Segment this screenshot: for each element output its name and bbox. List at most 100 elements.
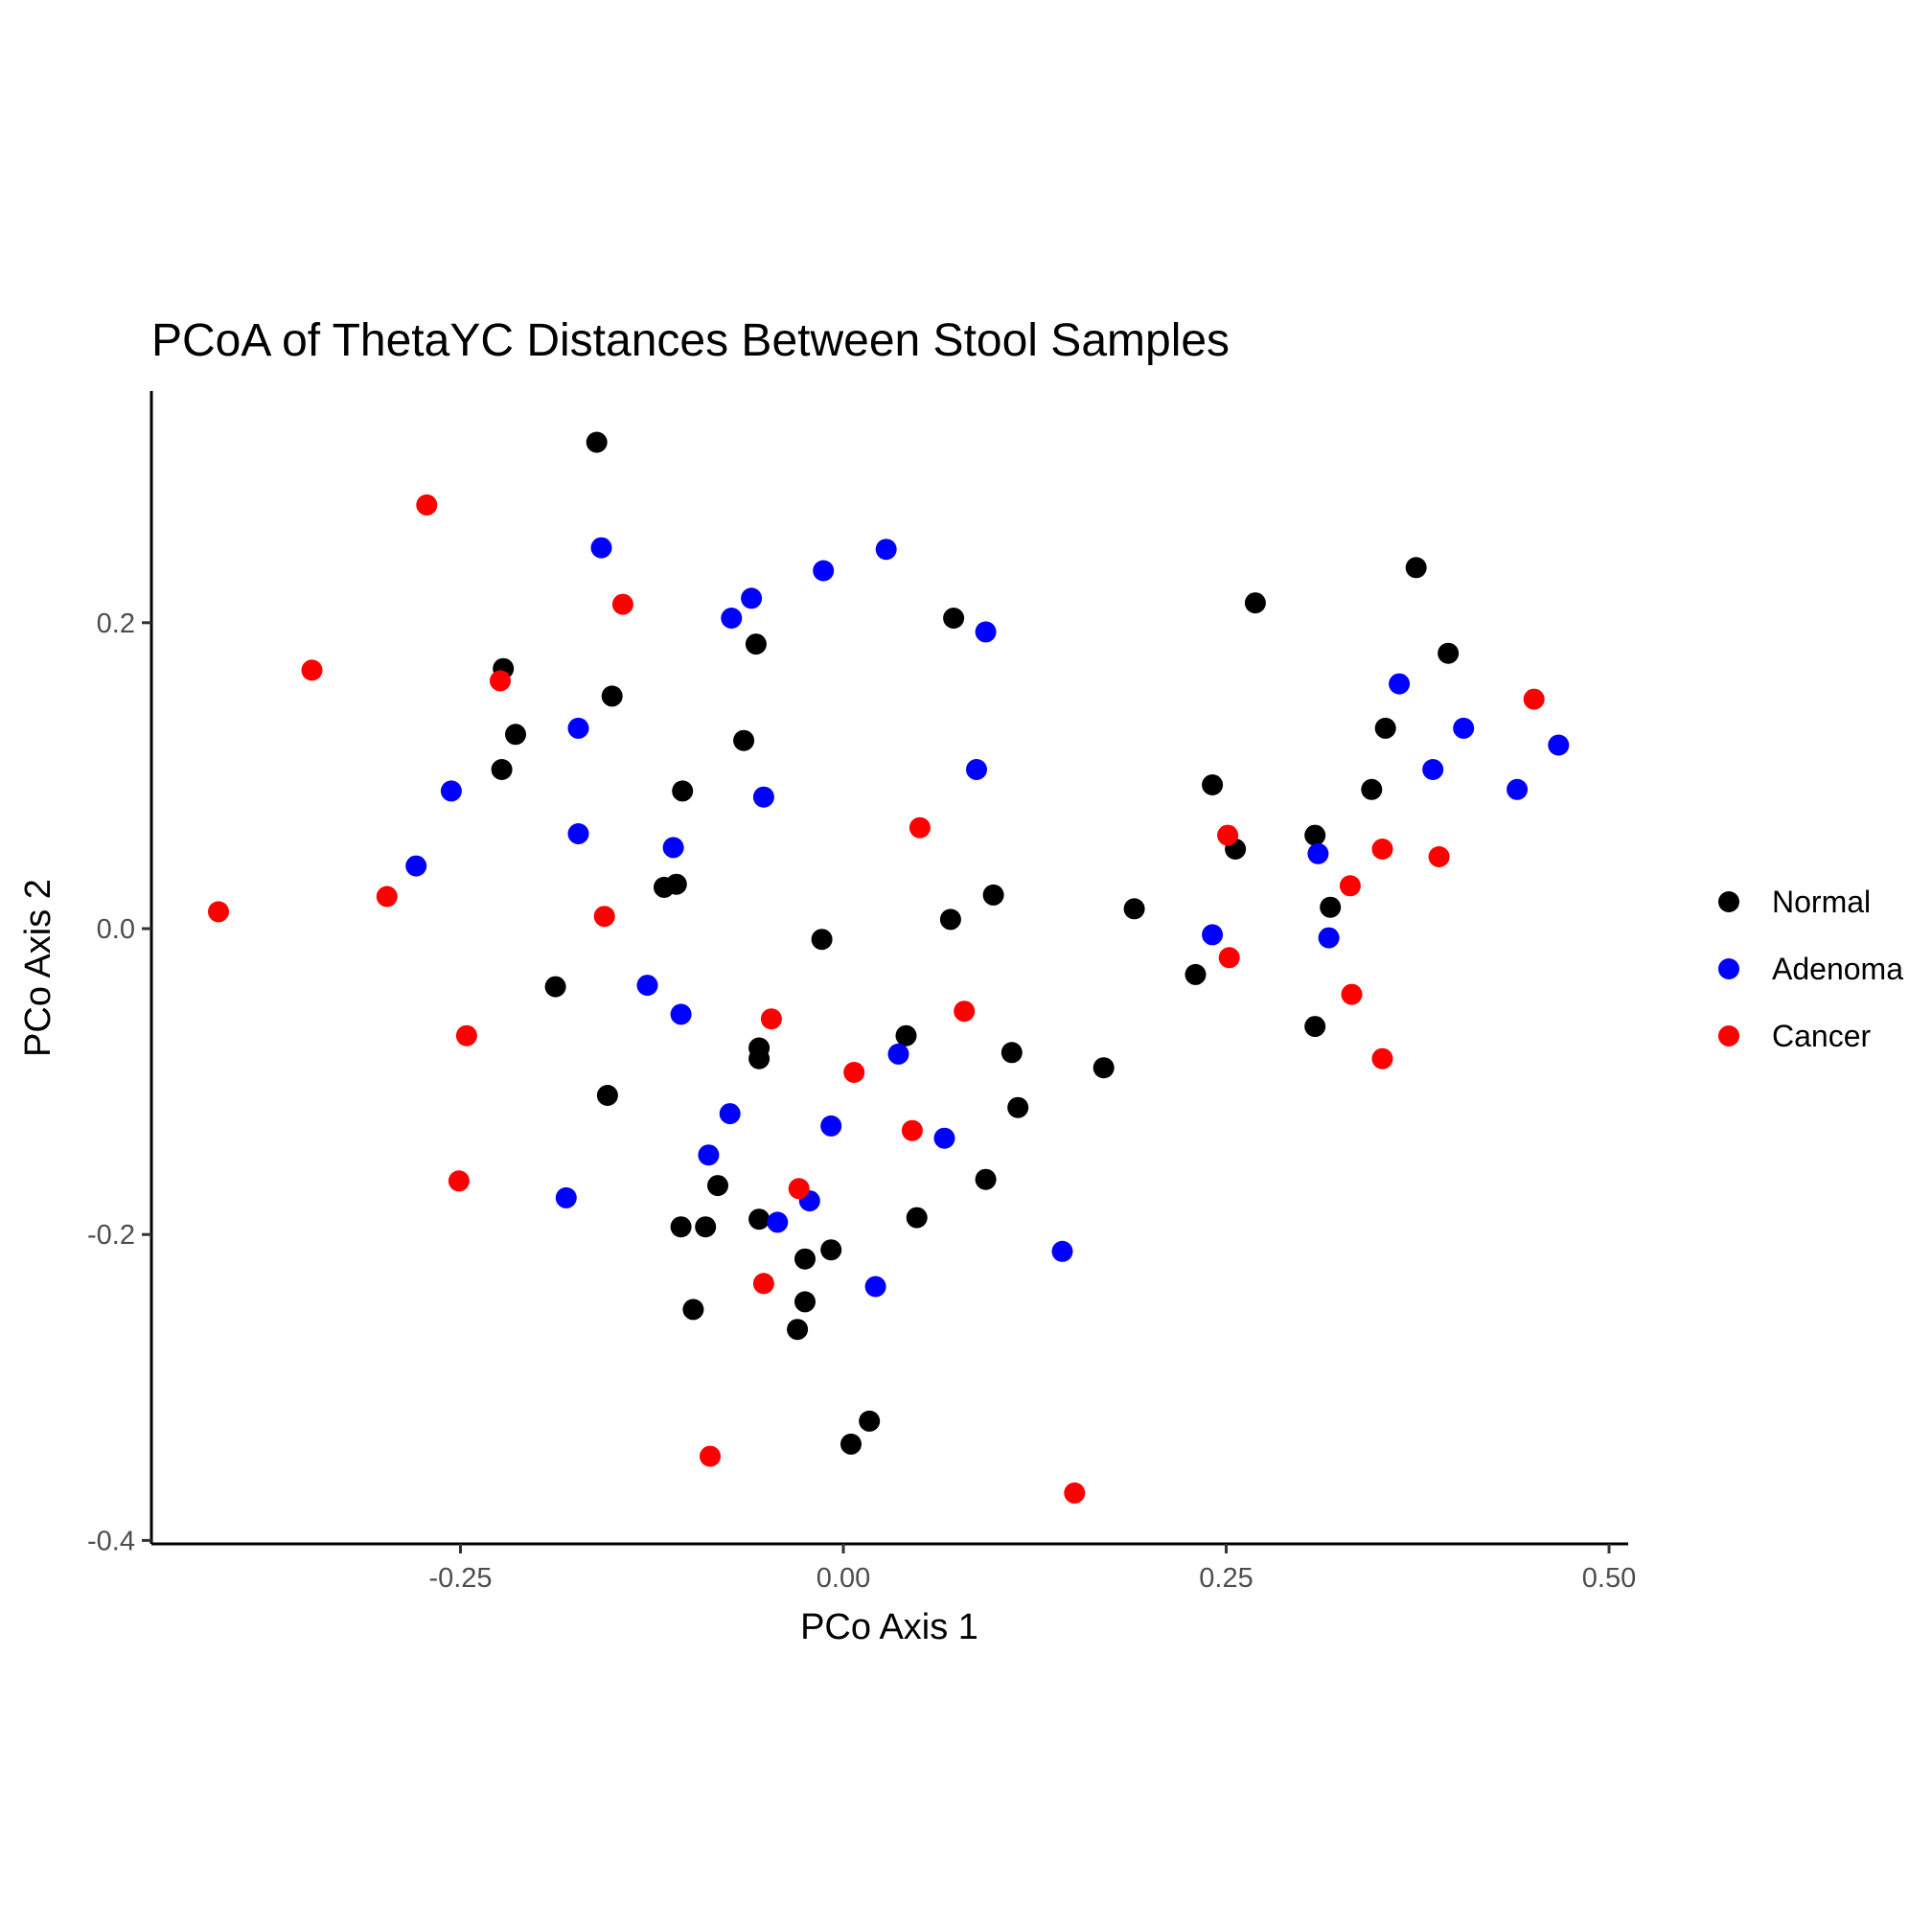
point-adenoma-11 xyxy=(752,786,774,808)
y-tick-label-2: 0.0 xyxy=(97,914,135,945)
point-normal-13 xyxy=(748,1047,770,1070)
point-normal-26 xyxy=(670,1216,692,1238)
point-normal-41 xyxy=(1320,896,1342,918)
point-adenoma-27 xyxy=(1318,927,1340,949)
point-normal-38 xyxy=(1184,963,1207,985)
point-adenoma-5 xyxy=(975,621,997,643)
x-tick-label-2: 0.25 xyxy=(1199,1563,1253,1594)
point-adenoma-1 xyxy=(741,587,763,610)
point-cancer-12 xyxy=(843,1062,865,1083)
point-adenoma-6 xyxy=(567,717,589,739)
legend-key-cancer xyxy=(1718,1025,1739,1046)
point-adenoma-17 xyxy=(555,1186,577,1208)
point-normal-21 xyxy=(1092,1057,1115,1079)
point-cancer-10 xyxy=(908,816,931,839)
point-cancer-2 xyxy=(301,659,323,681)
point-cancer-13 xyxy=(901,1119,923,1141)
point-adenoma-2 xyxy=(721,608,743,629)
x-axis-title: PCo Axis 1 xyxy=(800,1607,978,1647)
point-normal-3 xyxy=(505,724,526,746)
x-tick-label-3: 0.50 xyxy=(1582,1563,1636,1594)
point-cancer-7 xyxy=(455,1024,477,1046)
x-tick-label-1: 0.00 xyxy=(816,1563,870,1594)
point-normal-29 xyxy=(748,1208,770,1230)
point-normal-7 xyxy=(672,780,694,802)
point-cancer-23 xyxy=(1341,983,1363,1005)
point-normal-6 xyxy=(733,729,755,751)
point-normal-10 xyxy=(544,976,566,998)
x-tick-label-0: -0.25 xyxy=(428,1563,492,1594)
point-adenoma-4 xyxy=(875,539,897,561)
point-normal-40 xyxy=(1304,824,1326,846)
point-adenoma-3 xyxy=(813,560,835,582)
point-normal-20 xyxy=(1007,1096,1029,1118)
point-cancer-3 xyxy=(490,670,511,692)
legend-label-cancer: Cancer xyxy=(1772,1019,1872,1053)
point-adenoma-20 xyxy=(820,1115,842,1137)
point-normal-27 xyxy=(695,1216,717,1238)
point-normal-31 xyxy=(794,1291,816,1313)
point-cancer-24 xyxy=(1371,1047,1393,1070)
point-adenoma-9 xyxy=(567,823,589,844)
legend-label-normal: Normal xyxy=(1772,885,1871,919)
point-cancer-21 xyxy=(1371,839,1393,860)
point-cancer-20 xyxy=(1339,875,1361,897)
point-cancer-16 xyxy=(700,1445,721,1467)
point-normal-32 xyxy=(787,1319,809,1341)
point-normal-45 xyxy=(1405,557,1427,579)
point-normal-35 xyxy=(840,1433,862,1455)
point-adenoma-7 xyxy=(440,780,462,802)
point-normal-36 xyxy=(1202,774,1224,795)
point-adenoma-12 xyxy=(966,759,987,780)
legend-key-adenoma xyxy=(1718,958,1739,979)
y-tick-label-0: -0.4 xyxy=(87,1526,135,1556)
point-adenoma-32 xyxy=(1548,734,1570,756)
point-adenoma-10 xyxy=(662,837,684,859)
point-cancer-5 xyxy=(376,886,398,908)
point-cancer-17 xyxy=(1064,1482,1086,1504)
point-normal-44 xyxy=(1374,717,1396,739)
point-normal-19 xyxy=(1000,1042,1023,1064)
chart-title: PCoA of ThetaYC Distances Between Stool … xyxy=(151,315,1230,366)
point-adenoma-0 xyxy=(590,537,612,559)
point-normal-37 xyxy=(1244,592,1266,614)
point-adenoma-13 xyxy=(636,975,658,997)
y-axis-title: PCo Axis 2 xyxy=(18,879,58,1057)
point-normal-25 xyxy=(707,1175,728,1197)
point-cancer-15 xyxy=(752,1273,774,1295)
point-normal-46 xyxy=(1438,642,1460,664)
point-normal-23 xyxy=(975,1168,997,1190)
point-normal-5 xyxy=(745,633,767,656)
point-normal-42 xyxy=(1304,1016,1326,1038)
point-adenoma-28 xyxy=(1389,673,1411,695)
point-normal-11 xyxy=(596,1085,618,1106)
point-adenoma-22 xyxy=(933,1127,955,1149)
point-adenoma-21 xyxy=(887,1043,909,1065)
y-tick-label-1: -0.2 xyxy=(87,1220,135,1251)
point-normal-28 xyxy=(682,1299,704,1321)
point-adenoma-14 xyxy=(670,1003,692,1025)
point-cancer-6 xyxy=(593,906,615,928)
point-cancer-9 xyxy=(760,1008,782,1030)
point-normal-34 xyxy=(859,1410,881,1432)
point-normal-24 xyxy=(906,1207,928,1229)
point-cancer-4 xyxy=(208,901,229,923)
legend-label-adenoma: Adenoma xyxy=(1772,952,1903,986)
point-cancer-8 xyxy=(448,1170,470,1192)
point-adenoma-30 xyxy=(1453,717,1475,739)
points-layer xyxy=(208,431,1570,1504)
point-normal-30 xyxy=(794,1248,816,1270)
point-normal-33 xyxy=(820,1239,842,1261)
point-adenoma-26 xyxy=(1307,842,1329,864)
point-normal-15 xyxy=(895,1024,917,1046)
point-adenoma-31 xyxy=(1506,778,1529,800)
point-adenoma-23 xyxy=(864,1276,886,1298)
point-cancer-22 xyxy=(1428,846,1450,867)
point-cancer-19 xyxy=(1218,947,1240,969)
point-normal-9 xyxy=(665,873,687,895)
point-cancer-14 xyxy=(788,1178,810,1200)
point-normal-14 xyxy=(811,929,833,951)
y-tick-label-3: 0.2 xyxy=(97,609,135,639)
